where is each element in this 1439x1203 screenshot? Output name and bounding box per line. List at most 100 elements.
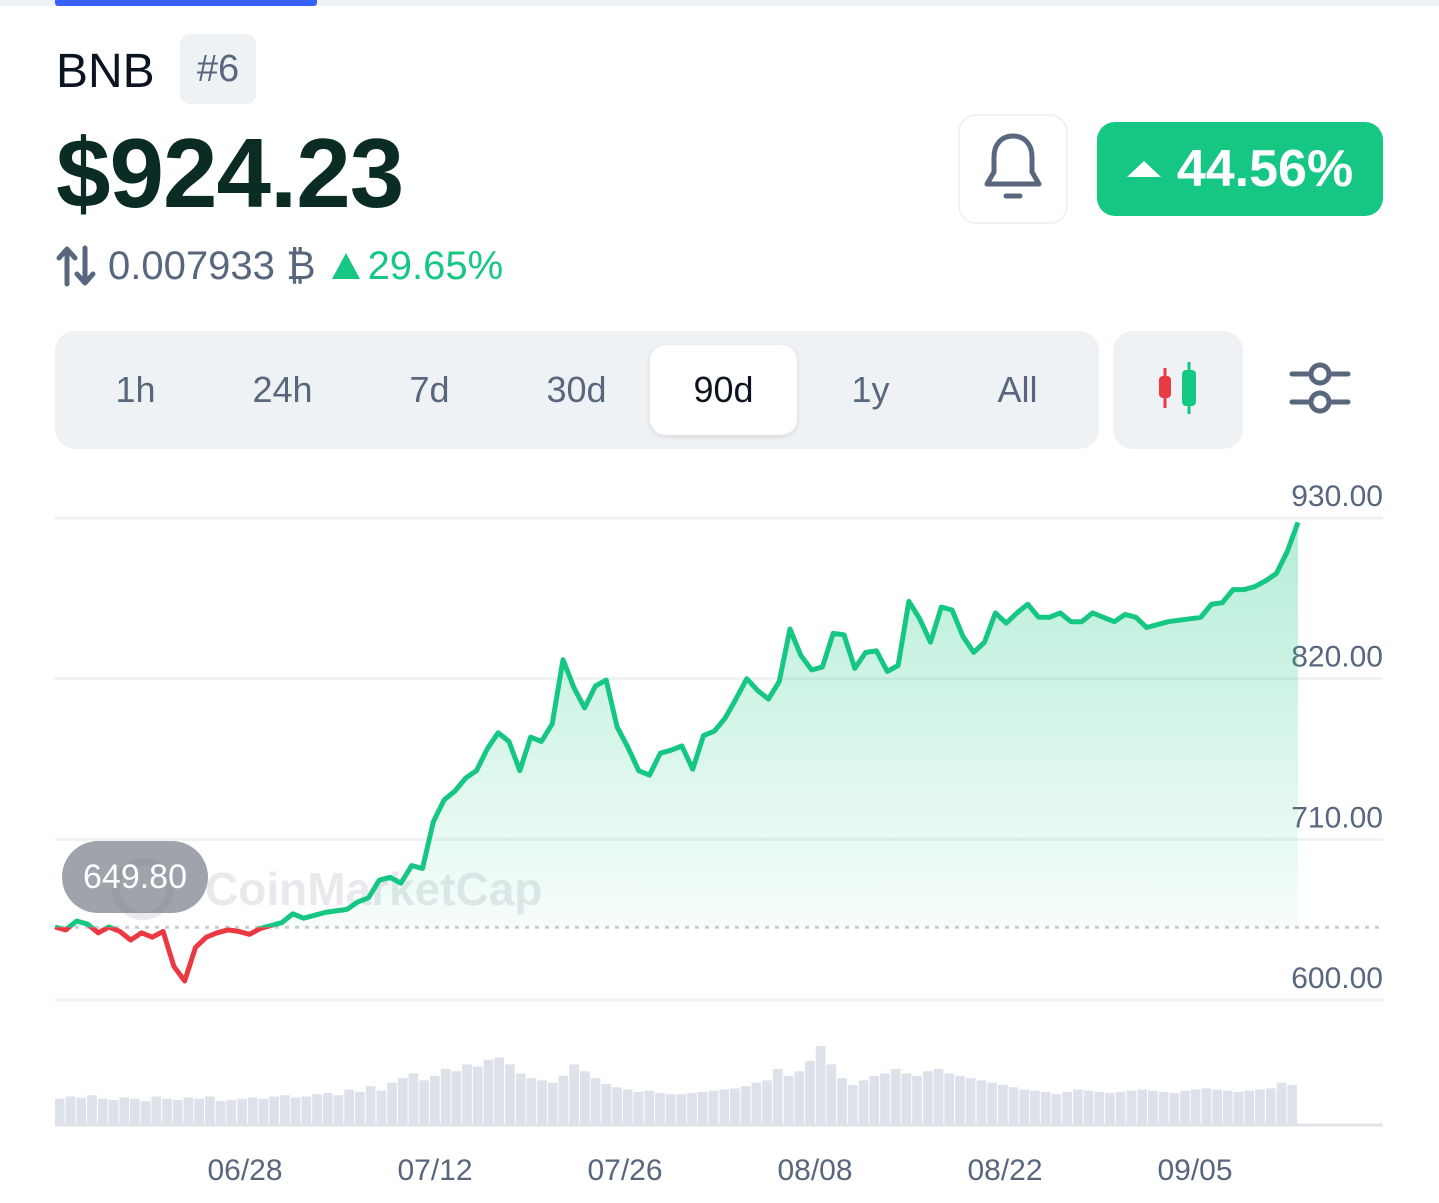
volume-bar xyxy=(215,1101,226,1124)
volume-bar xyxy=(751,1082,762,1124)
bell-icon xyxy=(981,130,1045,209)
volume-bar xyxy=(869,1075,880,1124)
volume-bar xyxy=(772,1068,783,1124)
volume-bar xyxy=(247,1097,258,1124)
volume-bar xyxy=(1094,1091,1105,1124)
volume-bar xyxy=(430,1075,440,1124)
coin-name: BNB xyxy=(56,45,155,98)
volume-bar xyxy=(451,1071,462,1124)
volume-bar xyxy=(1148,1090,1158,1124)
volume-bar xyxy=(505,1064,515,1124)
volume-bar xyxy=(119,1097,129,1124)
volume-bar xyxy=(644,1090,655,1124)
sliders-icon xyxy=(1288,360,1352,421)
volume-bar xyxy=(1190,1089,1201,1124)
volume-bar xyxy=(601,1083,612,1124)
volume-bar xyxy=(1212,1089,1222,1124)
volume-bar xyxy=(730,1088,740,1124)
volume-bar xyxy=(1255,1089,1265,1124)
range-tab-30d[interactable]: 30d xyxy=(546,369,607,410)
volume-bar xyxy=(1287,1085,1297,1124)
volume-bar xyxy=(965,1078,976,1124)
volume-bar xyxy=(987,1082,997,1124)
coin-price: $924.23 xyxy=(56,118,404,228)
volume-bar xyxy=(547,1082,558,1124)
range-tab-24h[interactable]: 24h xyxy=(252,369,313,410)
volume-bar xyxy=(805,1060,815,1124)
range-tab-90d[interactable]: 90d xyxy=(650,345,797,435)
volume-bar xyxy=(194,1098,204,1124)
volume-bar xyxy=(55,1098,65,1124)
volume-bar xyxy=(1083,1090,1094,1124)
candlestick-icon xyxy=(1154,360,1202,421)
volume-bar xyxy=(397,1078,408,1124)
btc-price-row: 0.007933 ₿ 29.65% xyxy=(56,240,503,292)
volume-bar xyxy=(162,1098,172,1124)
volume-bar xyxy=(794,1071,805,1124)
x-tick-label: 06/28 xyxy=(207,1154,282,1187)
y-tick-label: 820.00 xyxy=(1291,641,1383,674)
price-chart[interactable]: 930.00 820.00 710.00 600.00 06/28 07/12 07/26… xyxy=(0,470,1439,1203)
volume-bar xyxy=(901,1073,912,1124)
volume-bar xyxy=(740,1086,751,1124)
volume-bar xyxy=(258,1098,269,1124)
volume-bar xyxy=(151,1096,162,1124)
volume-bar xyxy=(612,1087,622,1124)
range-tab-1y[interactable]: 1y xyxy=(851,369,890,410)
x-tick-label: 07/12 xyxy=(397,1154,472,1187)
volume-bar xyxy=(1115,1091,1126,1124)
price-change-value: 44.56% xyxy=(1176,140,1354,198)
up-triangle-icon xyxy=(331,253,360,279)
volume-bar xyxy=(697,1091,708,1124)
open-price-label: 649.80 xyxy=(62,841,208,913)
volume-bar xyxy=(269,1096,279,1124)
swap-arrows-icon[interactable] xyxy=(56,244,96,288)
price-change-badge: 44.56% xyxy=(1097,122,1383,216)
volume-bar xyxy=(312,1094,322,1124)
volume-bar xyxy=(1040,1091,1051,1124)
volume-bar xyxy=(569,1064,579,1124)
candlestick-toggle-button[interactable] xyxy=(1113,331,1243,449)
volume-bar xyxy=(483,1059,494,1124)
volume-bar xyxy=(140,1101,151,1124)
volume-bar xyxy=(419,1080,429,1124)
volume-bar xyxy=(880,1073,890,1124)
volume-bar xyxy=(237,1098,247,1124)
range-tab-7d[interactable]: 7d xyxy=(409,369,450,410)
volume-bar xyxy=(65,1096,76,1124)
volume-bar xyxy=(890,1068,901,1124)
volume-bar xyxy=(290,1097,301,1124)
volume-bar xyxy=(333,1095,344,1124)
volume-bar xyxy=(537,1080,547,1124)
volume-bar xyxy=(280,1095,290,1124)
btc-change-value: 29.65% xyxy=(367,243,504,288)
price-area-fill xyxy=(55,522,1298,928)
y-tick-label: 600.00 xyxy=(1291,962,1383,995)
volume-bar xyxy=(847,1085,858,1124)
volume-bar xyxy=(1008,1087,1019,1124)
volume-bar xyxy=(815,1046,826,1124)
price-alert-button[interactable] xyxy=(958,114,1068,224)
rank-badge: #6 xyxy=(180,34,256,104)
volume-bar xyxy=(1169,1093,1180,1124)
volume-bar xyxy=(76,1097,87,1124)
volume-bar xyxy=(322,1093,333,1124)
volume-bar xyxy=(858,1080,869,1124)
chart-settings-button[interactable] xyxy=(1275,350,1365,430)
volume-bar xyxy=(301,1096,312,1124)
range-tab-1h[interactable]: 1h xyxy=(115,369,156,410)
volume-bar xyxy=(226,1099,237,1124)
volume-bar xyxy=(558,1075,569,1124)
range-tab-all[interactable]: All xyxy=(997,369,1038,410)
volume-bar xyxy=(1265,1088,1276,1124)
volume-bar xyxy=(1180,1090,1190,1124)
volume-bar xyxy=(1062,1091,1072,1124)
volume-bar xyxy=(1030,1090,1040,1124)
volume-bar xyxy=(622,1089,633,1124)
volume-bar xyxy=(590,1078,601,1124)
volume-bar xyxy=(998,1085,1008,1124)
x-tick-label: 08/08 xyxy=(777,1154,852,1187)
volume-bar xyxy=(762,1080,772,1124)
price-line-down xyxy=(54,927,275,984)
volume-bar xyxy=(976,1080,987,1124)
